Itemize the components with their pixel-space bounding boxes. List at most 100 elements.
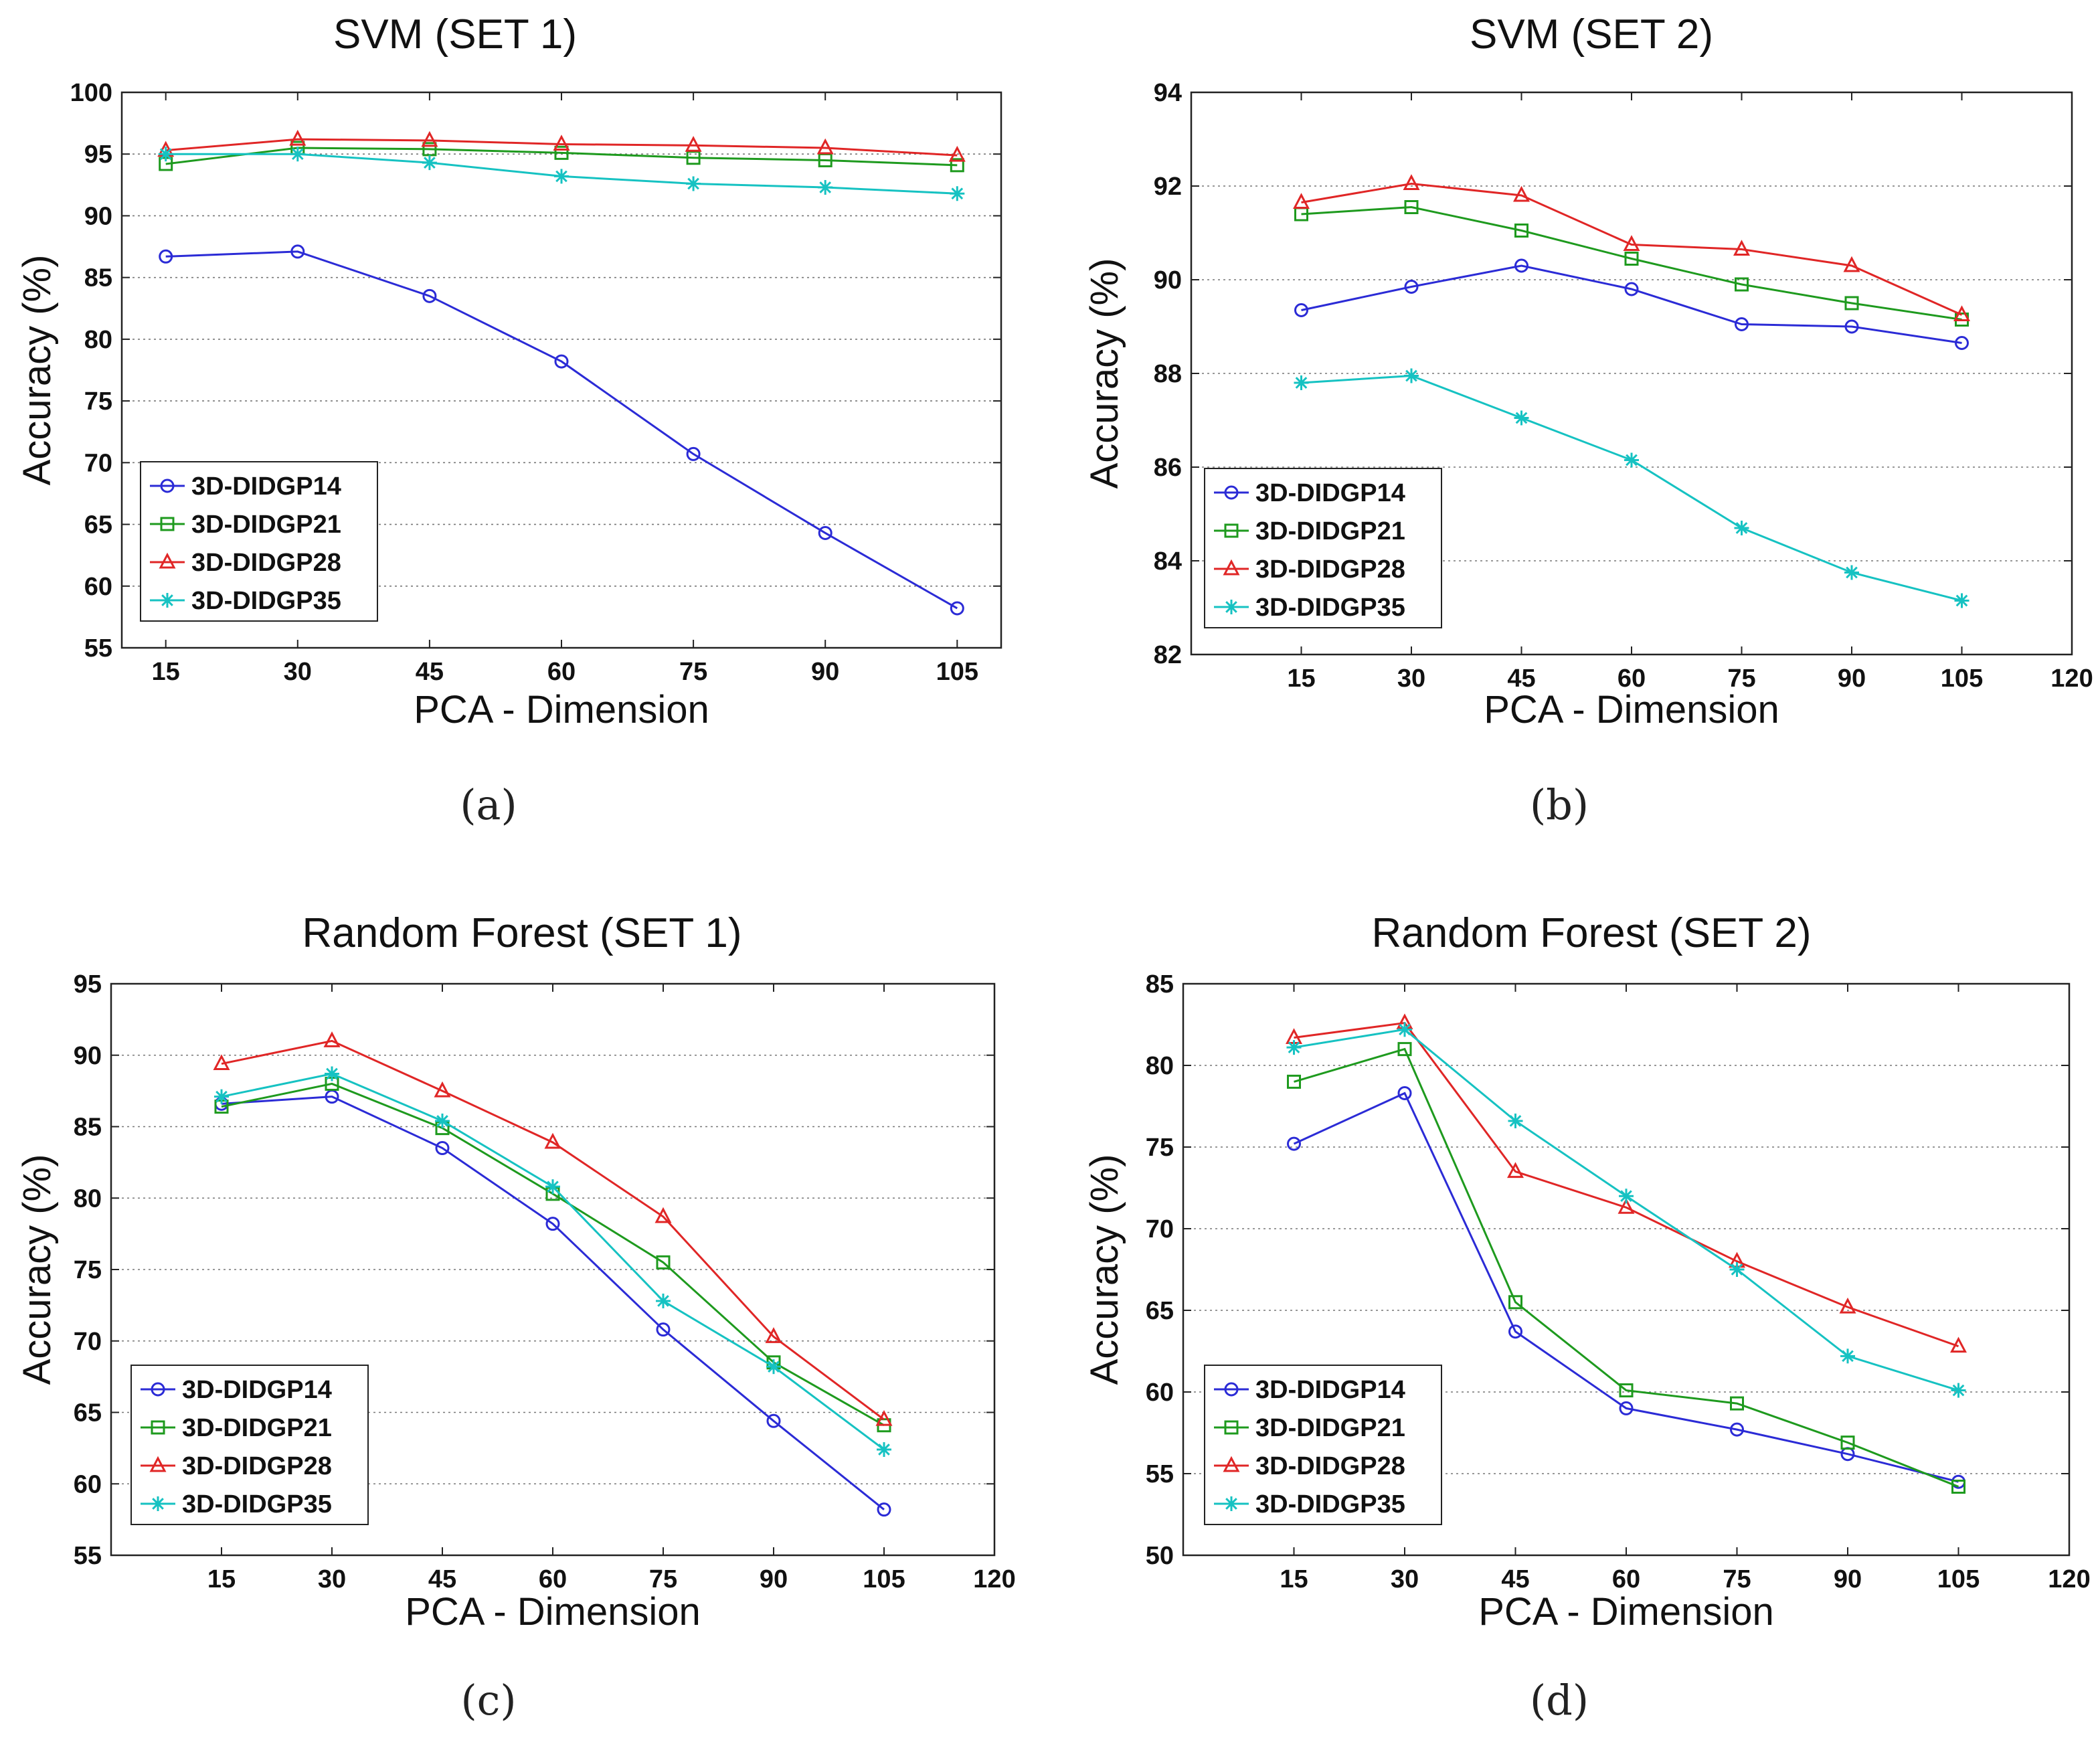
legend-marker [1224,485,1239,500]
legend-marker [160,517,175,531]
data-point [1734,521,1749,535]
data-point [1840,1348,1855,1364]
chart-title: Random Forest (SET 1) [302,910,742,956]
x-tick-label: 105 [1937,1565,1980,1593]
x-tick-label: 15 [1280,1565,1308,1593]
legend-entry: 3D-DIDGP35 [191,587,341,615]
series-line [1294,1047,1959,1488]
x-tick-label: 105 [1941,665,1983,693]
data-point [1508,1295,1522,1310]
x-axis-label: PCA - Dimension [1484,688,1779,731]
y-tick-label: 70 [74,1328,102,1356]
legend-marker [1223,1456,1240,1472]
data-point [1514,258,1528,273]
y-tick-label: 94 [1154,79,1182,107]
data-point [1839,1297,1856,1314]
series-3D-DIDGP28 [213,1031,893,1426]
y-tick-label: 70 [1146,1215,1174,1243]
data-point [1624,252,1639,266]
data-point [1735,317,1749,331]
legend: 3D-DIDGP14 3D-DIDGP21 3D-DIDGP28 3D-DIDGP35 [130,1365,369,1525]
data-point [1623,235,1640,251]
data-point [553,135,570,151]
legend-marker [1223,559,1240,576]
data-point [1729,1262,1745,1277]
panel-caption: (a) [460,780,517,829]
y-tick-label: 100 [70,79,112,107]
x-tick-label: 60 [1617,665,1646,693]
data-point [1507,1162,1524,1179]
data-point [1733,240,1750,256]
data-point [1950,1336,1967,1353]
data-point [1397,1022,1412,1037]
data-point [422,142,437,157]
data-point [1397,1085,1412,1100]
y-axis-label: Accuracy (%) [1083,1154,1126,1385]
data-point [435,1113,450,1128]
data-point [422,155,437,171]
data-point [1619,1401,1634,1415]
legend: 3D-DIDGP14 3D-DIDGP21 3D-DIDGP28 3D-DIDGP35 [1204,468,1442,628]
series-3D-DIDGP14 [159,244,964,616]
data-point [1404,280,1419,294]
x-tick-label: 15 [1287,665,1315,693]
data-point [1617,1198,1635,1214]
data-point [1730,1422,1744,1437]
y-tick-label: 90 [84,202,112,230]
data-point [656,1255,671,1270]
x-tick-label: 45 [428,1565,456,1593]
y-tick-label: 88 [1154,360,1182,388]
data-point [214,1089,229,1104]
data-point [1844,319,1859,334]
x-axis-label: PCA - Dimension [1478,1590,1774,1634]
legend-entry: 3D-DIDGP35 [1255,1490,1405,1518]
y-tick-label: 65 [74,1399,102,1427]
legend-entry: 3D-DIDGP28 [1255,555,1405,584]
data-point [435,1141,450,1156]
data-point [685,136,702,152]
data-point [877,1502,891,1517]
data-point [1514,410,1529,426]
y-tick-label: 60 [74,1470,102,1498]
y-tick-label: 65 [84,511,112,539]
data-point [656,1293,671,1308]
y-tick-label: 80 [74,1185,102,1213]
x-tick-label: 15 [152,658,180,686]
panel-caption: (b) [1530,780,1589,829]
panel-caption: (d) [1530,1676,1589,1725]
legend: 3D-DIDGP14 3D-DIDGP21 3D-DIDGP28 3D-DIDGP35 [140,461,378,622]
x-tick-label: 75 [1723,1565,1751,1593]
data-point [816,138,834,155]
data-point [1403,174,1420,190]
y-tick-label: 70 [84,449,112,477]
series-line [1301,205,1962,321]
x-tick-label: 45 [1507,665,1535,693]
data-point [421,130,438,147]
series-3D-DIDGP21 [1294,200,1969,327]
legend-entry: 3D-DIDGP21 [182,1414,332,1442]
chart-title: SVM (SET 2) [1470,11,1713,58]
x-tick-label: 30 [1391,1565,1419,1593]
data-point [1624,452,1639,468]
data-point [545,1217,560,1231]
data-point [554,169,569,184]
legend-marker [151,1496,165,1511]
data-point [1844,565,1859,580]
y-tick-label: 50 [1146,1542,1174,1570]
data-point [1404,200,1419,214]
data-point [554,354,569,369]
data-point [766,1359,781,1375]
series-line [1293,1092,1959,1483]
x-tick-label: 90 [760,1565,788,1593]
panel-4: 50 55 60 65 70 75 80 85 15 30 45 60 75 90 105 120 Random… [1083,910,2091,1725]
y-tick-label: 95 [74,970,102,998]
legend-box [130,1365,369,1525]
data-point [1404,368,1419,383]
y-tick-label: 90 [74,1042,102,1070]
series-3D-DIDGP21 [1287,1042,1965,1494]
panel-3: 55 60 65 70 75 80 85 90 95 15 30 45 60 75 90 105 120 Rand… [15,910,1016,1725]
x-tick-label: 105 [936,658,978,686]
data-point [818,525,833,540]
x-tick-label: 60 [1612,1565,1640,1593]
